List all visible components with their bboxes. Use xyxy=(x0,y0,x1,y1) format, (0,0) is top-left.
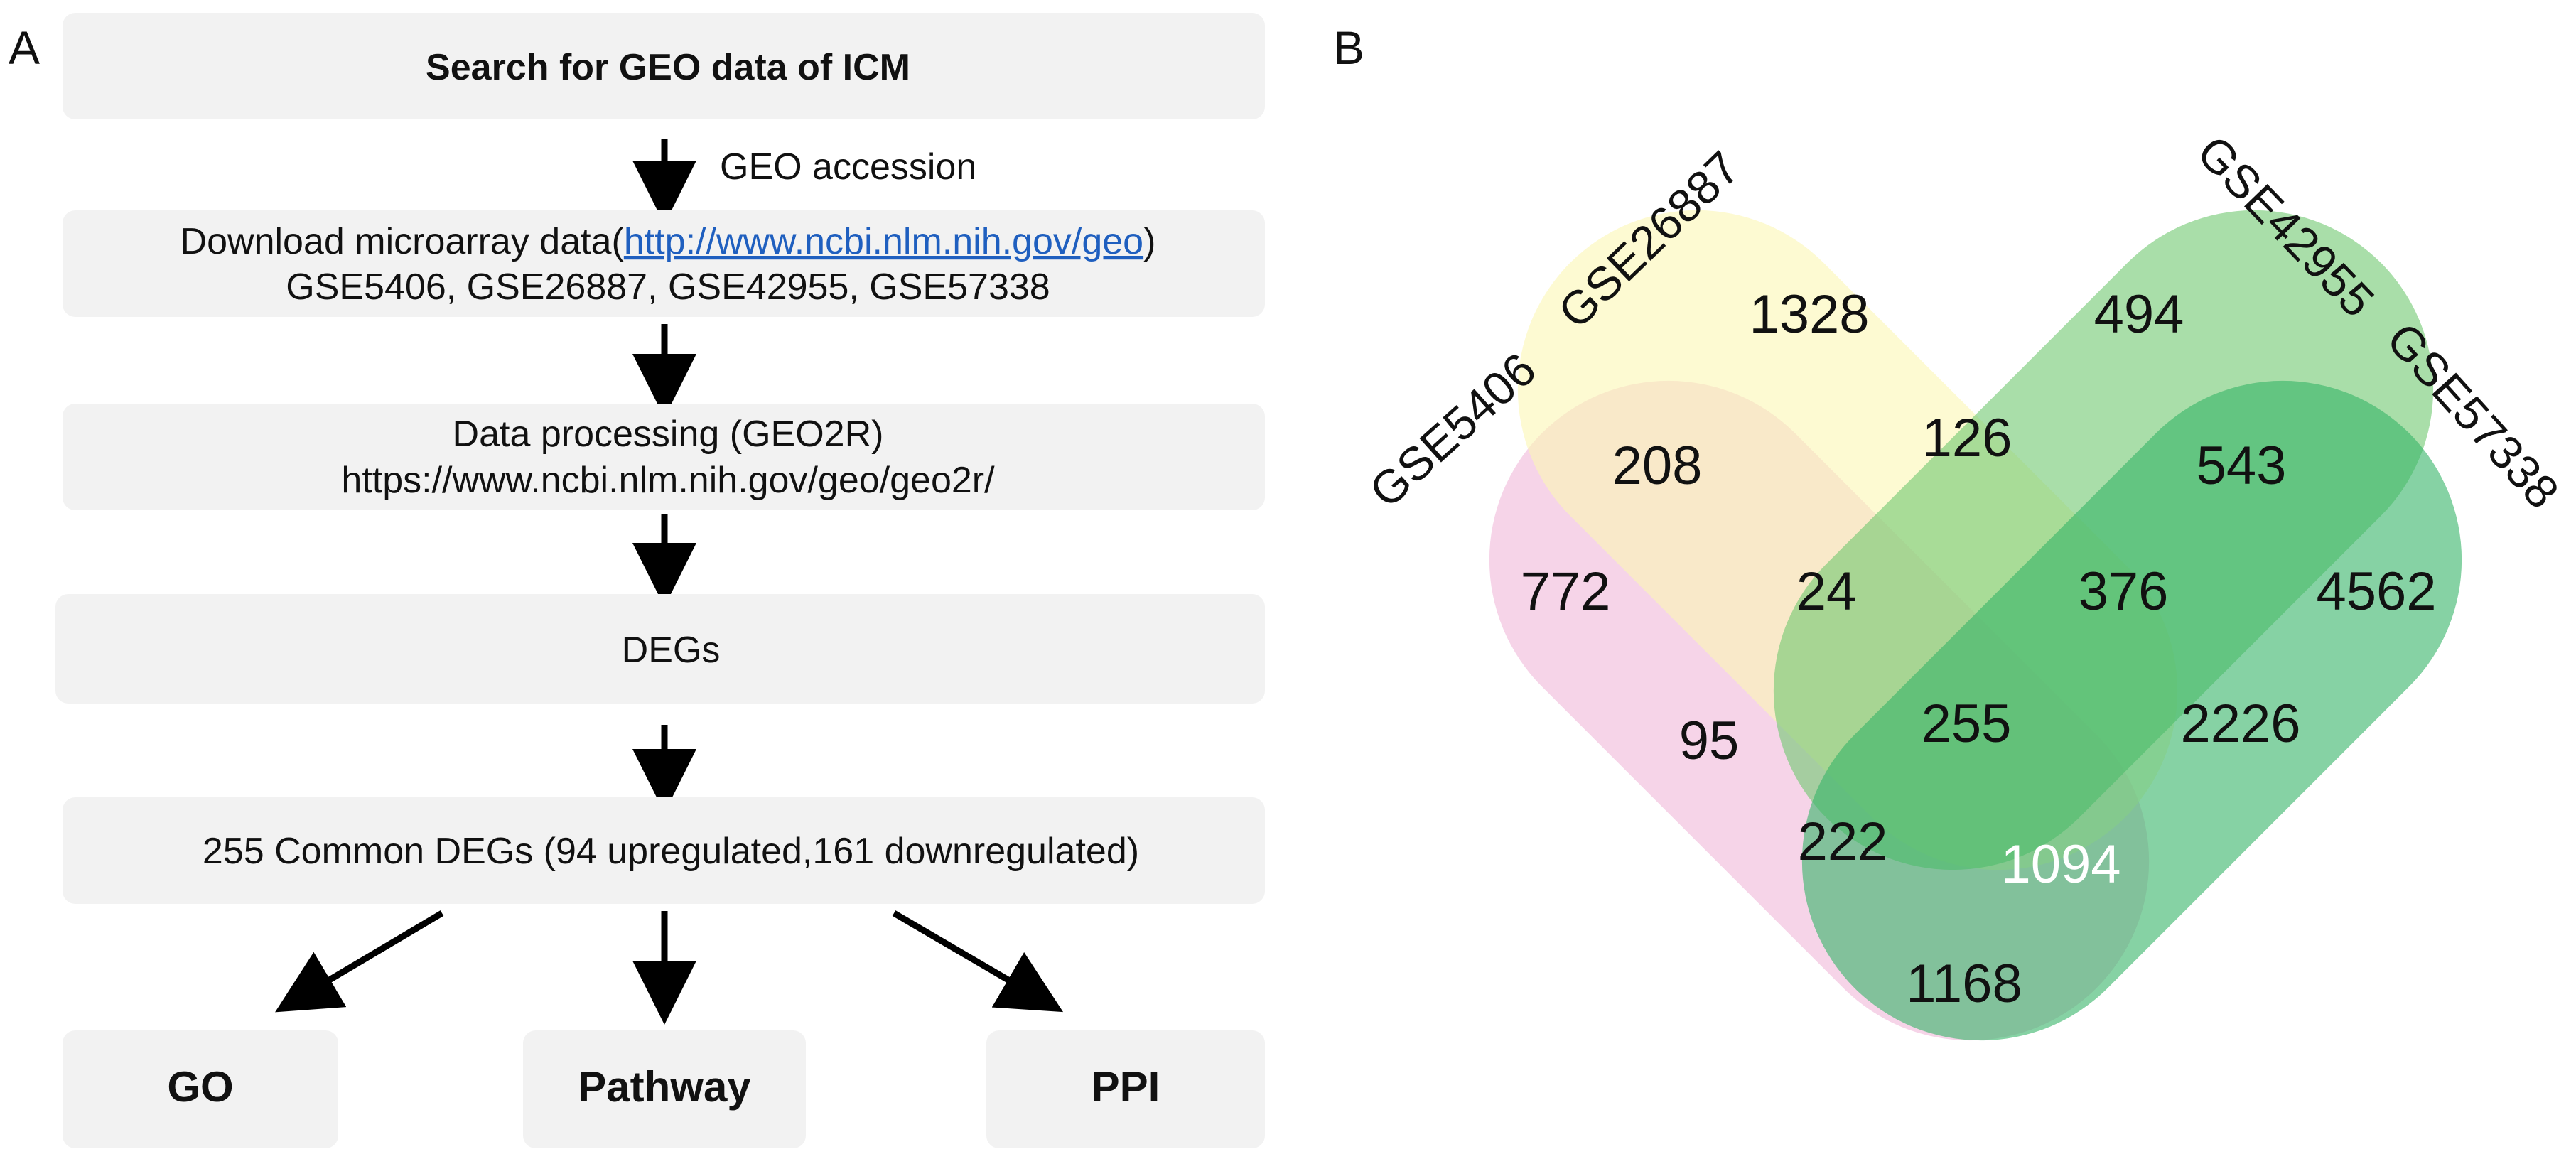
count-only-gse5406: 772 xyxy=(1521,561,1611,622)
output-pathway-text: Pathway xyxy=(578,1063,751,1111)
step-download-box: Download microarray data(http://www.ncbi… xyxy=(63,210,1265,317)
venn-counts: 772 1328 494 4562 208 126 543 24 376 95 … xyxy=(1521,284,2437,1014)
count-all-four: 255 xyxy=(1922,694,2012,754)
count-gse26887-gse57338: 1094 xyxy=(2000,834,2120,895)
step-processing-line2: https://www.ncbi.nlm.nih.gov/geo/geo2r/ xyxy=(341,460,995,501)
count-gse5406-gse42955: 1168 xyxy=(1906,954,2022,1014)
step-search-text: Search for GEO data of ICM xyxy=(426,47,910,88)
geo-accession-label: GEO accession xyxy=(720,146,976,188)
count-only-gse42955: 494 xyxy=(2094,284,2184,345)
count-gse5406-gse26887-gse42955: 24 xyxy=(1796,561,1857,622)
venn-set-gse57338 xyxy=(1801,380,2462,1041)
step-processing-box: Data processing (GEO2R) https://www.ncbi… xyxy=(63,404,1265,510)
output-go-text: GO xyxy=(167,1063,233,1111)
venn-diagram xyxy=(1489,210,2462,1041)
step-common-degs-text: 255 Common DEGs (94 upregulated,161 down… xyxy=(203,831,1139,872)
count-gse5406-gse42955-gse57338: 2226 xyxy=(2180,694,2300,754)
count-only-gse26887: 1328 xyxy=(1749,284,1869,345)
count-gse26887-gse42955: 126 xyxy=(1922,408,2012,468)
count-gse5406-gse26887-gse57338: 222 xyxy=(1798,812,1888,872)
output-pathway-box: Pathway xyxy=(523,1030,806,1148)
output-ppi-text: PPI xyxy=(1092,1063,1160,1111)
output-go-box: GO xyxy=(63,1030,338,1148)
arrow-to-ppi xyxy=(892,910,1064,1013)
download-prefix: Download microarray data( xyxy=(180,221,625,262)
count-gse26887-gse42955-gse57338: 376 xyxy=(2079,561,2169,622)
step-search-box: Search for GEO data of ICM xyxy=(63,13,1265,119)
download-suffix: ) xyxy=(1143,221,1155,262)
geo-link[interactable]: http://www.ncbi.nlm.nih.gov/geo xyxy=(624,221,1143,262)
count-gse5406-gse57338: 95 xyxy=(1679,711,1740,771)
output-ppi-box: PPI xyxy=(986,1030,1265,1148)
arrow-to-go xyxy=(275,910,444,1013)
count-gse5406-gse26887: 208 xyxy=(1612,436,1703,496)
step-degs-box: DEGs xyxy=(55,594,1265,704)
count-only-gse57338: 4562 xyxy=(2316,561,2436,622)
step-degs-text: DEGs xyxy=(622,630,721,671)
step-download-line1: Download microarray data(http://www.ncbi… xyxy=(180,221,1156,262)
panel-b-letter: B xyxy=(1333,21,1364,74)
panel-a-letter: A xyxy=(9,21,40,74)
count-gse42955-gse57338: 543 xyxy=(2197,436,2287,496)
step-download-line2: GSE5406, GSE26887, GSE42955, GSE57338 xyxy=(286,266,1050,308)
step-common-degs-box: 255 Common DEGs (94 upregulated,161 down… xyxy=(63,797,1265,904)
step-processing-line1: Data processing (GEO2R) xyxy=(453,414,884,455)
